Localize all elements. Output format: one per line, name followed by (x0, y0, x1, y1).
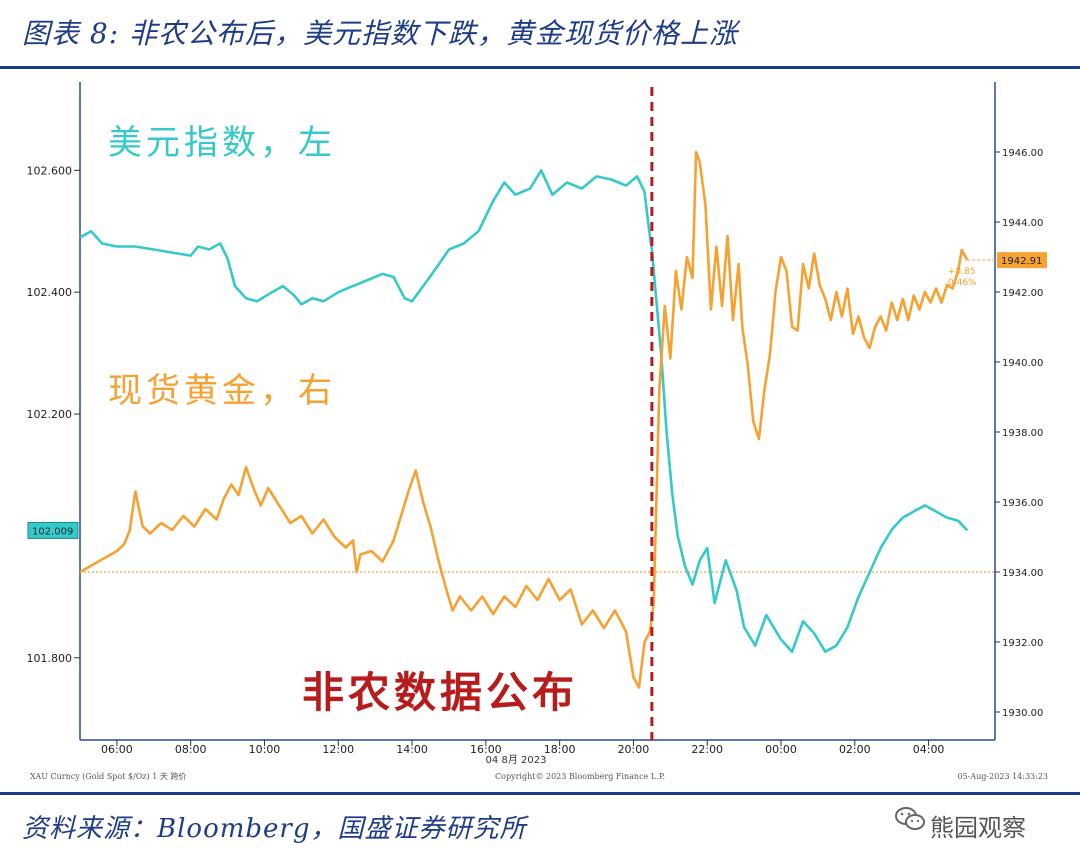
usd-series-annotation: 美元指数，左 (108, 123, 336, 163)
right-tick-label: 1936.00 (1002, 498, 1043, 509)
right-tick-label: 1942.00 (1002, 288, 1043, 299)
footer-left: XAU Curncy (Gold Spot $/Oz) 1 天 跨价 (30, 772, 186, 781)
gold-change-abs: +8.85 (948, 267, 976, 277)
x-tick-label: 00:00 (765, 743, 797, 756)
footer-center: Copyright© 2023 Bloomberg Finance L.P. (495, 772, 665, 781)
source-rule (0, 792, 1080, 795)
chart: 101.800 102.200 102.400 102.600 1930.00 1932… (27, 82, 1048, 781)
x-tick-label: 02:00 (839, 743, 871, 756)
event-label: 非农数据公布 (302, 668, 578, 717)
x-axis: 06:00 08:00 10:00 12:00 14:00 16:00 18:00 20:00… (80, 739, 995, 756)
x-tick-label: 22:00 (691, 743, 723, 756)
x-tick-label: 14:00 (396, 743, 428, 756)
left-axis: 101.800 102.200 102.400 102.600 (27, 82, 81, 740)
gold-spot-line (79, 150, 969, 689)
gold-last-value-box (997, 252, 1047, 269)
title-rule (0, 66, 1080, 69)
plot-area: 1942.91 +8.850.46% 102.009 (27, 87, 1047, 740)
usd-index-line (79, 169, 969, 654)
x-tick-label: 06:00 (101, 743, 133, 756)
x-tick-label: 12:00 (322, 743, 354, 756)
usd-last-value: 102.009 (32, 526, 73, 537)
x-tick-label: 16:00 (470, 743, 502, 756)
right-tick-label: 1940.00 (1002, 358, 1043, 369)
right-tick-label: 1930.00 (1002, 708, 1043, 719)
footer-right: 05-Aug-2023 14:33:23 (958, 772, 1048, 781)
right-tick-label: 1938.00 (1002, 428, 1043, 439)
gold-last-value: 1942.91 (1001, 256, 1042, 267)
gold-series-annotation: 现货黄金，右 (108, 371, 336, 411)
x-tick-label: 20:00 (618, 743, 650, 756)
usd-last-value-box (27, 521, 79, 539)
wechat-icon (895, 807, 925, 830)
right-tick-label: 1944.00 (1002, 218, 1043, 229)
right-tick-label: 1946.00 (1002, 148, 1043, 159)
gold-change-pct: 0.46% (948, 278, 977, 288)
watermark: 熊园观察 (930, 814, 1026, 842)
x-tick-label: 08:00 (175, 743, 207, 756)
left-tick-label: 102.400 (27, 286, 73, 299)
x-tick-label: 10:00 (249, 743, 281, 756)
x-date-label: 04 8月 2023 (486, 754, 547, 766)
left-tick-label: 102.200 (27, 408, 73, 421)
right-tick-label: 1932.00 (1002, 638, 1043, 649)
x-tick-label: 04:00 (913, 743, 945, 756)
x-tick-label: 18:00 (544, 743, 576, 756)
left-tick-label: 102.600 (27, 164, 73, 177)
figure-title: 图表 8: 非农公布后，美元指数下跌，黄金现货价格上涨 (22, 17, 739, 50)
figure-source: 资料来源：Bloomberg，国盛证券研究所 (22, 814, 527, 844)
left-tick-label: 101.800 (27, 652, 73, 665)
right-axis: 1930.00 1932.00 1934.00 1936.00 1938.00 1940.… (994, 82, 1043, 740)
right-tick-label: 1934.00 (1002, 568, 1043, 579)
